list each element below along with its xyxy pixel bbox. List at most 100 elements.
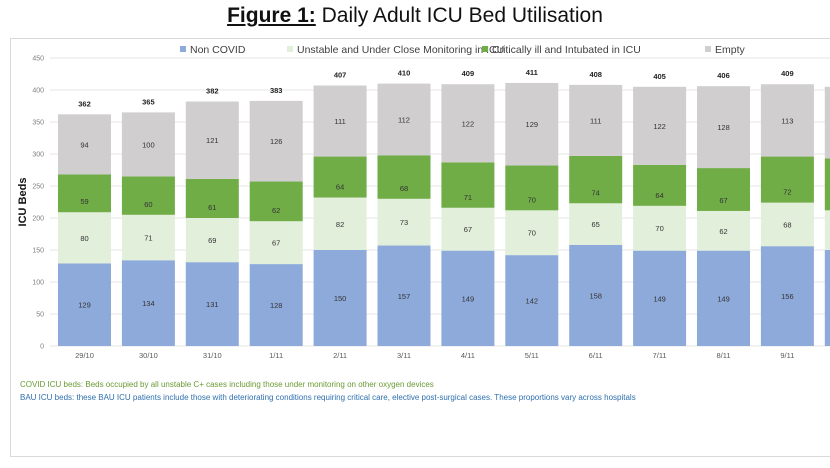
- bar-segment-unstable-and-under-close-monitoring-in-icu: [58, 212, 111, 264]
- data-label: 129: [78, 301, 91, 310]
- legend: Non COVID Unstable and Under Close Monito…: [180, 44, 746, 56]
- data-label: 94: [80, 140, 88, 149]
- data-label: 72: [783, 188, 791, 197]
- total-label: 382: [206, 87, 219, 96]
- bar-segment-empty: [697, 86, 750, 169]
- figure-title-lead: Figure 1:: [227, 4, 316, 27]
- data-label: 70: [528, 229, 536, 238]
- bar-segment-unstable-and-under-close-monitoring-in-icu: [633, 205, 687, 251]
- legend-label: Unstable and Under Close Monitoring in I…: [297, 44, 504, 56]
- bar-segment-critically-ill-and-intubated-in-icu: [441, 162, 495, 208]
- total-label: 410: [398, 69, 411, 78]
- bar-segment-critically-ill-and-intubated-in-icu: [697, 168, 750, 211]
- total-label: 409: [781, 69, 794, 78]
- y-tick-label: 150: [32, 248, 44, 255]
- data-label: 69: [208, 236, 216, 245]
- y-tick-label: 100: [32, 280, 44, 287]
- figure-title-text: Daily Adult ICU Bed Utilisation: [315, 4, 603, 27]
- data-label: 71: [464, 193, 472, 202]
- total-label: 365: [142, 97, 155, 106]
- total-label: 405: [653, 72, 666, 81]
- data-label: 149: [462, 294, 475, 303]
- data-label: 67: [272, 239, 280, 248]
- total-label: 383: [270, 86, 283, 95]
- data-label: 131: [206, 300, 219, 309]
- bar-segment-critically-ill-and-intubated-in-icu: [377, 155, 431, 199]
- bar-segment-unstable-and-under-close-monitoring-in-icu: [441, 207, 495, 251]
- x-tick-label: 7/11: [653, 351, 667, 360]
- bar-stack: 134 71 60 100 365: [121, 97, 175, 346]
- data-label: 149: [653, 294, 666, 303]
- bar-segment-critically-ill-and-intubated-in-icu: [121, 176, 175, 215]
- bar-stack: 131 69 61 121 382: [185, 87, 239, 346]
- bar-segment-empty: [441, 84, 495, 163]
- legend-item: Unstable and Under Close Monitoring in I…: [287, 44, 504, 56]
- x-tick-label: 8/11: [716, 351, 730, 360]
- legend-item: Empty: [705, 44, 746, 56]
- data-label: 73: [400, 218, 408, 227]
- x-tick-label: 5/11: [525, 351, 539, 360]
- legend-swatch: [180, 46, 186, 52]
- bar-stack: 149 67 71 122 409: [441, 69, 495, 346]
- legend-label: Empty: [715, 44, 746, 56]
- data-label: 111: [590, 116, 601, 125]
- bar-segment-non-covid: [249, 264, 303, 346]
- data-label: 128: [717, 123, 730, 132]
- bar-segment-non-covid: [377, 245, 431, 346]
- data-label: 111: [334, 117, 345, 126]
- data-label: 128: [270, 301, 283, 310]
- bar-segment-non-covid: [569, 244, 623, 346]
- total-label: 409: [462, 69, 475, 78]
- x-tick-label: 31/10: [203, 351, 222, 360]
- bar-segment-non-covid: [441, 250, 495, 346]
- data-label: 158: [589, 291, 602, 300]
- x-tick-label: 29/10: [75, 351, 94, 360]
- bar-stack: 149 62 67 128 406: [697, 71, 750, 346]
- y-tick-label: 0: [40, 344, 44, 351]
- x-tick-label: 3/11: [397, 351, 411, 360]
- y-tick-label: 300: [32, 152, 44, 159]
- data-label: 134: [142, 299, 155, 308]
- legend-label: Non COVID: [190, 44, 246, 56]
- bar-stack: 128 67 62 126 383: [249, 86, 303, 346]
- total-label: 406: [717, 71, 730, 80]
- bar-stack: 149 70 64 122 405: [633, 72, 687, 346]
- figure-title: Figure 1: Daily Adult ICU Bed Utilisatio…: [0, 4, 830, 28]
- bar-stack: 158 65 74 111 408: [569, 70, 623, 346]
- data-label: 157: [398, 292, 411, 301]
- bar-segment-non-covid: [633, 250, 687, 346]
- data-label: 65: [592, 220, 600, 229]
- data-label: 61: [208, 203, 216, 212]
- bar-segment-non-covid: [505, 255, 559, 346]
- bar-segment-empty: [185, 101, 239, 179]
- data-label: 74: [592, 188, 600, 197]
- bar-segment-empty: [377, 83, 431, 156]
- data-label: 129: [526, 120, 539, 129]
- bar-stack: 150 82 64 111 407: [313, 71, 367, 346]
- data-label: 64: [655, 191, 663, 200]
- total-label: 407: [334, 71, 347, 80]
- bar-segment-unstable-and-under-close-monitoring-in-icu: [185, 218, 239, 263]
- bar-segment-unstable-and-under-close-monitoring-in-icu: [121, 214, 175, 261]
- data-label: 113: [781, 116, 793, 125]
- legend-swatch: [705, 46, 711, 52]
- covid-beds-note: COVID ICU beds: Beds occupied by all uns…: [20, 380, 434, 389]
- bar-segment-critically-ill-and-intubated-in-icu: [824, 158, 830, 211]
- y-tick-label: 350: [32, 120, 44, 127]
- data-label: 100: [142, 140, 155, 149]
- bar-segment-critically-ill-and-intubated-in-icu: [760, 156, 814, 203]
- bar-segment-critically-ill-and-intubated-in-icu: [58, 174, 111, 213]
- bar-segment-non-covid: [760, 246, 814, 346]
- bar-segment-empty: [569, 84, 623, 156]
- total-label: 411: [526, 68, 538, 77]
- data-label: 121: [206, 136, 219, 145]
- bar-segment-non-covid: [58, 263, 111, 346]
- data-label: 67: [464, 225, 472, 234]
- data-label: 122: [653, 122, 666, 131]
- bar-segment-empty: [824, 86, 830, 159]
- bar-segment-non-covid: [697, 250, 750, 346]
- y-tick-label: 400: [32, 88, 44, 95]
- bar-segment-critically-ill-and-intubated-in-icu: [633, 164, 687, 206]
- bar-segment-unstable-and-under-close-monitoring-in-icu: [505, 210, 559, 256]
